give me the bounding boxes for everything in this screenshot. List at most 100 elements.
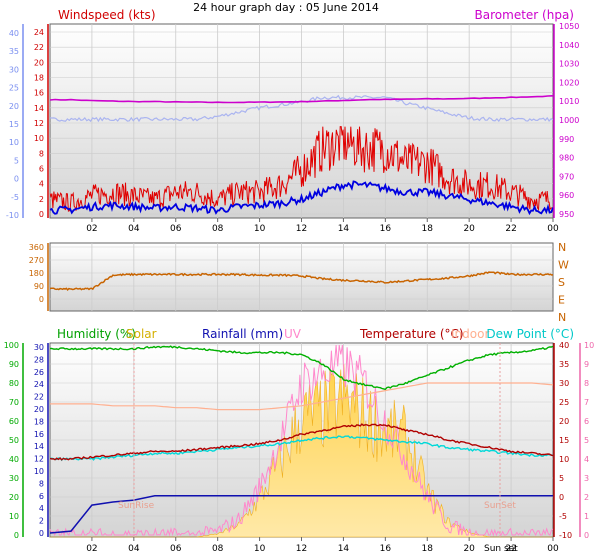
sun-set-axis-label: Sun set	[484, 544, 518, 554]
windspeed-tick-label: 16	[34, 89, 44, 98]
barometer-ticks: 1050 1040 1030 1020 1010 1000 990 980 970 960 950	[559, 22, 579, 219]
humidity-tick-label: 90	[9, 360, 19, 369]
humidity-tick-label: 70	[9, 398, 19, 407]
temperature-tick-label: 35	[559, 360, 569, 369]
wind-x-tick-label: 08	[212, 224, 224, 234]
page-title: 24 hour graph day : 05 June 2014	[193, 1, 379, 14]
rainfall-tick-label: 22	[34, 393, 44, 402]
humidity-tick-label: 60	[9, 417, 19, 426]
barometer-tick-label: 1020	[559, 78, 579, 87]
solar-label: Solar	[126, 327, 157, 341]
windspeed-tick-label: 6	[39, 165, 44, 174]
windspeed-line	[49, 126, 554, 212]
wind-x-ticks: 02 04 06 08 10 12 14 16 18 20 22 00	[86, 218, 559, 234]
uv-tick-label: 3	[584, 474, 589, 483]
wind-outer-tick-label: 0	[14, 175, 19, 184]
uv-tick-label: 0	[584, 531, 589, 540]
wind-outer-tick-label: 10	[9, 138, 19, 147]
wind-outer-tick-label: -5	[11, 193, 19, 202]
barometer-tick-label: 1050	[559, 22, 579, 31]
uv-line	[49, 344, 554, 537]
uv-tick-label: 7	[584, 398, 589, 407]
uv-tick-label: 1	[584, 512, 589, 521]
rainfall-tick-label: 10	[34, 467, 44, 476]
wind-average-line	[49, 180, 554, 216]
sunset-label: SunSet	[484, 501, 516, 511]
uv-tick-label: 4	[584, 455, 589, 464]
rainfall-tick-label: 4	[39, 504, 44, 513]
wind-outer-tick-label: -10	[6, 211, 19, 220]
temperature-x-tick-label: 14	[338, 544, 350, 554]
wind-panel-grid	[50, 24, 553, 218]
rainfall-tick-label: 14	[34, 442, 44, 451]
temperature-tick-label: -10	[559, 531, 572, 540]
humidity-label: Humidity (%)	[57, 327, 136, 341]
temperature-x-tick-label: 00	[547, 544, 559, 554]
wind-x-tick-label: 10	[254, 224, 266, 234]
windspeed-tick-label: 8	[39, 149, 44, 158]
windspeed-tick-label: 0	[39, 210, 44, 219]
temperature-tick-label: -5	[559, 512, 567, 521]
temperature-x-tick-label: 22	[505, 544, 516, 554]
rainfall-tick-label: 18	[34, 417, 44, 426]
temperature-x-tick-label: 06	[170, 544, 182, 554]
wind-x-tick-label: 16	[380, 224, 392, 234]
temperature-label: Temperature (°C)	[359, 327, 464, 341]
temperature-tick-label: 10	[559, 455, 569, 464]
uv-tick-label: 5	[584, 436, 589, 445]
wind-outer-tick-label: 25	[9, 84, 19, 93]
uv-tick-label: 8	[584, 379, 589, 388]
temperature-tick-label: 40	[559, 341, 569, 350]
wind-x-tick-label: 18	[422, 224, 434, 234]
temperature-x-tick-label: 04	[128, 544, 140, 554]
rainfall-tick-label: 30	[34, 343, 44, 352]
humidity-tick-label: 80	[9, 379, 19, 388]
barometer-axis-label: Barometer (hpa)	[475, 8, 574, 22]
barometer-tick-label: 950	[559, 210, 574, 219]
rainfall-tick-label: 8	[39, 479, 44, 488]
wind-x-tick-label: 00	[547, 224, 559, 234]
wind-outer-tick-label: 30	[9, 65, 19, 74]
humidity-tick-label: 0	[14, 531, 19, 540]
humidity-tick-label: 50	[9, 436, 19, 445]
temperature-x-ticks: 02 04 06 08 10 12 14 16 18 20 22 00	[86, 537, 559, 554]
barometer-tick-label: 1040	[559, 41, 579, 50]
temperature-x-tick-label: 18	[422, 544, 434, 554]
uv-tick-label: 2	[584, 493, 589, 502]
direction-panel-grid	[50, 243, 553, 311]
wind-outer-tick-label: 15	[9, 120, 19, 129]
humidity-tick-label: 20	[9, 493, 19, 502]
humidity-tick-label: 100	[4, 341, 19, 350]
direction-compass-label: E	[558, 294, 565, 307]
direction-degree-tick-label: 0	[39, 295, 44, 304]
direction-compass-label: W	[558, 259, 569, 272]
wind-x-tick-label: 20	[463, 224, 475, 234]
rainfall-tick-label: 2	[39, 517, 44, 526]
humidity-tick-label: 30	[9, 474, 19, 483]
dew-point-label: Dew Point (°C)	[486, 327, 574, 341]
rainfall-tick-label: 24	[34, 380, 44, 389]
wind-outer-ticks: 40 35 30 25 20 15 10 5 0 -5 -10	[6, 29, 19, 220]
direction-compass-label: N	[558, 311, 566, 324]
temperature-tick-label: 5	[559, 474, 564, 483]
direction-degree-tick-label: 360	[29, 243, 44, 252]
temperature-tick-label: 30	[559, 379, 569, 388]
temperature-x-tick-label: 10	[254, 544, 266, 554]
rainfall-label: Rainfall (mm)	[202, 327, 283, 341]
humidity-line	[49, 345, 554, 391]
rainfall-tick-label: 16	[34, 430, 44, 439]
temperature-tick-label: 20	[559, 417, 569, 426]
direction-degree-ticks: 360 270 180 90 0	[29, 243, 44, 304]
temperature-x-tick-label: 08	[212, 544, 224, 554]
rainfall-tick-label: 0	[39, 529, 44, 538]
barometer-tick-label: 970	[559, 172, 574, 181]
barometer-tick-label: 990	[559, 135, 574, 144]
windspeed-tick-label: 20	[34, 58, 44, 67]
wind-direction-line	[49, 271, 554, 292]
